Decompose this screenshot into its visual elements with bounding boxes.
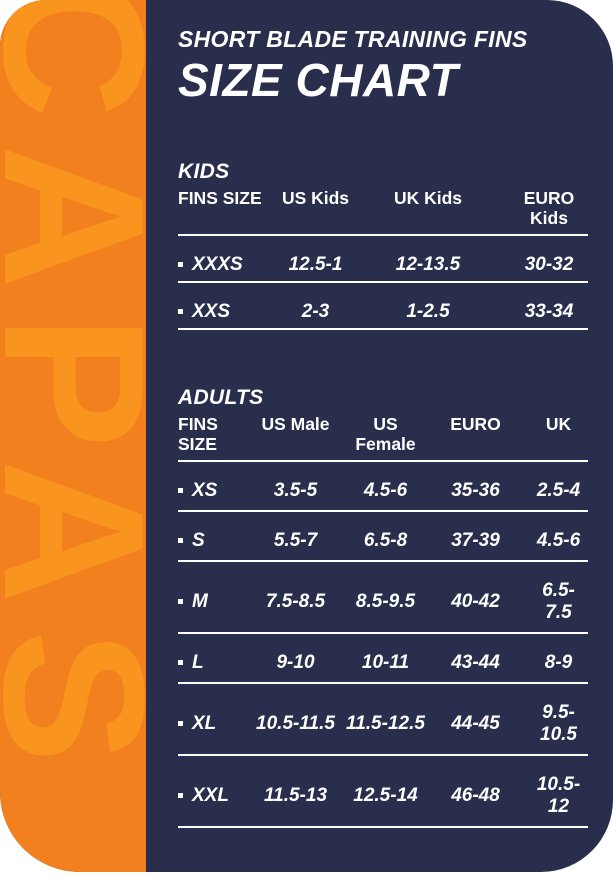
value-cell: 43-44 [451, 652, 500, 673]
table-row: M 7.5-8.5 8.5-9.5 40-42 6.5-7.5 [178, 562, 588, 634]
value-cell: 35-36 [451, 480, 500, 501]
value-cell: 5.5-7 [273, 530, 318, 551]
value-cell: 11.5-12.5 [346, 713, 425, 734]
value-cell: 10.5-11.5 [256, 713, 335, 734]
size-cell: XS [178, 480, 248, 502]
column-header: US Female [355, 414, 416, 454]
value-cell: 8-9 [544, 652, 573, 673]
value-cell: 9-10 [276, 652, 315, 673]
square-bullet-icon [178, 262, 183, 267]
size-label: L [192, 652, 204, 673]
size-cell: XL [178, 713, 248, 735]
value-cell: 9.5-10.5 [540, 702, 577, 745]
value-cell: 33-34 [524, 301, 574, 322]
table-row: XS 3.5-5 4.5-6 35-36 2.5-4 [178, 462, 588, 512]
column-header: UK Kids [393, 188, 463, 208]
size-label: XXXS [192, 254, 243, 275]
size-cell: XXXS [178, 254, 263, 276]
kids-table: KIDS FINS SIZE US Kids UK Kids EURO Kids… [178, 160, 588, 330]
square-bullet-icon [178, 538, 183, 543]
size-cell: L [178, 652, 248, 674]
size-label: XXL [192, 785, 229, 806]
value-cell: 44-45 [451, 713, 500, 734]
square-bullet-icon [178, 721, 183, 726]
table-row: XXS 2-3 1-2.5 33-34 [178, 283, 588, 330]
adults-section-heading: ADULTS [178, 386, 264, 409]
value-cell: 7.5-8.5 [265, 591, 326, 612]
size-cell: S [178, 530, 248, 552]
value-cell: 12.5-1 [288, 254, 343, 275]
column-header: US Kids [281, 188, 350, 208]
column-header: US Male [261, 414, 330, 434]
square-bullet-icon [178, 309, 183, 314]
size-cell: XXS [178, 301, 263, 323]
square-bullet-icon [178, 793, 183, 798]
size-label: M [192, 591, 208, 612]
table-row: S 5.5-7 6.5-8 37-39 4.5-6 [178, 512, 588, 562]
square-bullet-icon [178, 488, 183, 493]
column-header: EURO Kids [523, 188, 575, 228]
value-cell: 46-48 [451, 785, 500, 806]
size-cell: M [178, 591, 248, 613]
value-cell: 10-11 [361, 652, 410, 673]
size-label: XXS [192, 301, 231, 322]
kids-section-heading: KIDS [178, 160, 230, 183]
square-bullet-icon [178, 660, 183, 665]
adults-table: ADULTS FINS SIZE US Male US Female EURO … [178, 386, 588, 828]
value-cell: 37-39 [451, 530, 500, 551]
value-cell: 40-42 [451, 591, 500, 612]
column-header: UK [545, 414, 572, 434]
value-cell: 8.5-9.5 [355, 591, 416, 612]
value-cell: 6.5-7.5 [542, 580, 575, 623]
brand-stripe: CAPAS [0, 0, 146, 872]
table-row: XXXS 12.5-1 12-13.5 30-32 [178, 236, 588, 283]
adults-table-header: FINS SIZE US Male US Female EURO UK [178, 414, 588, 462]
size-label: XL [192, 713, 217, 734]
value-cell: 12-13.5 [395, 254, 461, 275]
value-cell: 4.5-6 [363, 480, 408, 501]
column-header: FINS SIZE [178, 188, 262, 208]
chart-content: SHORT BLADE TRAINING FINS SIZE CHART KID… [146, 0, 613, 872]
value-cell: 11.5-13 [263, 785, 328, 806]
value-cell: 2-3 [301, 301, 330, 322]
value-cell: 3.5-5 [273, 480, 318, 501]
kids-table-header: FINS SIZE US Kids UK Kids EURO Kids [178, 188, 588, 236]
value-cell: 1-2.5 [406, 301, 450, 322]
table-row: XL 10.5-11.5 11.5-12.5 44-45 9.5-10.5 [178, 684, 588, 756]
column-header: EURO [450, 414, 501, 434]
brand-vertical-wordmark: CAPAS [0, 0, 146, 790]
value-cell: 2.5-4 [536, 480, 581, 501]
value-cell: 12.5-14 [353, 785, 418, 806]
table-row: XXL 11.5-13 12.5-14 46-48 10.5-12 [178, 756, 588, 828]
size-label: S [192, 530, 205, 551]
column-header: FINS SIZE [178, 414, 218, 454]
value-cell: 6.5-8 [363, 530, 408, 551]
value-cell: 10.5-12 [536, 774, 581, 817]
value-cell: 30-32 [524, 254, 574, 275]
size-cell: XXL [178, 785, 248, 807]
table-row: L 9-10 10-11 43-44 8-9 [178, 634, 588, 684]
square-bullet-icon [178, 599, 183, 604]
page-title: SIZE CHART [178, 54, 459, 106]
size-label: XS [192, 480, 218, 501]
value-cell: 4.5-6 [536, 530, 581, 551]
product-subtitle: SHORT BLADE TRAINING FINS [178, 26, 528, 52]
